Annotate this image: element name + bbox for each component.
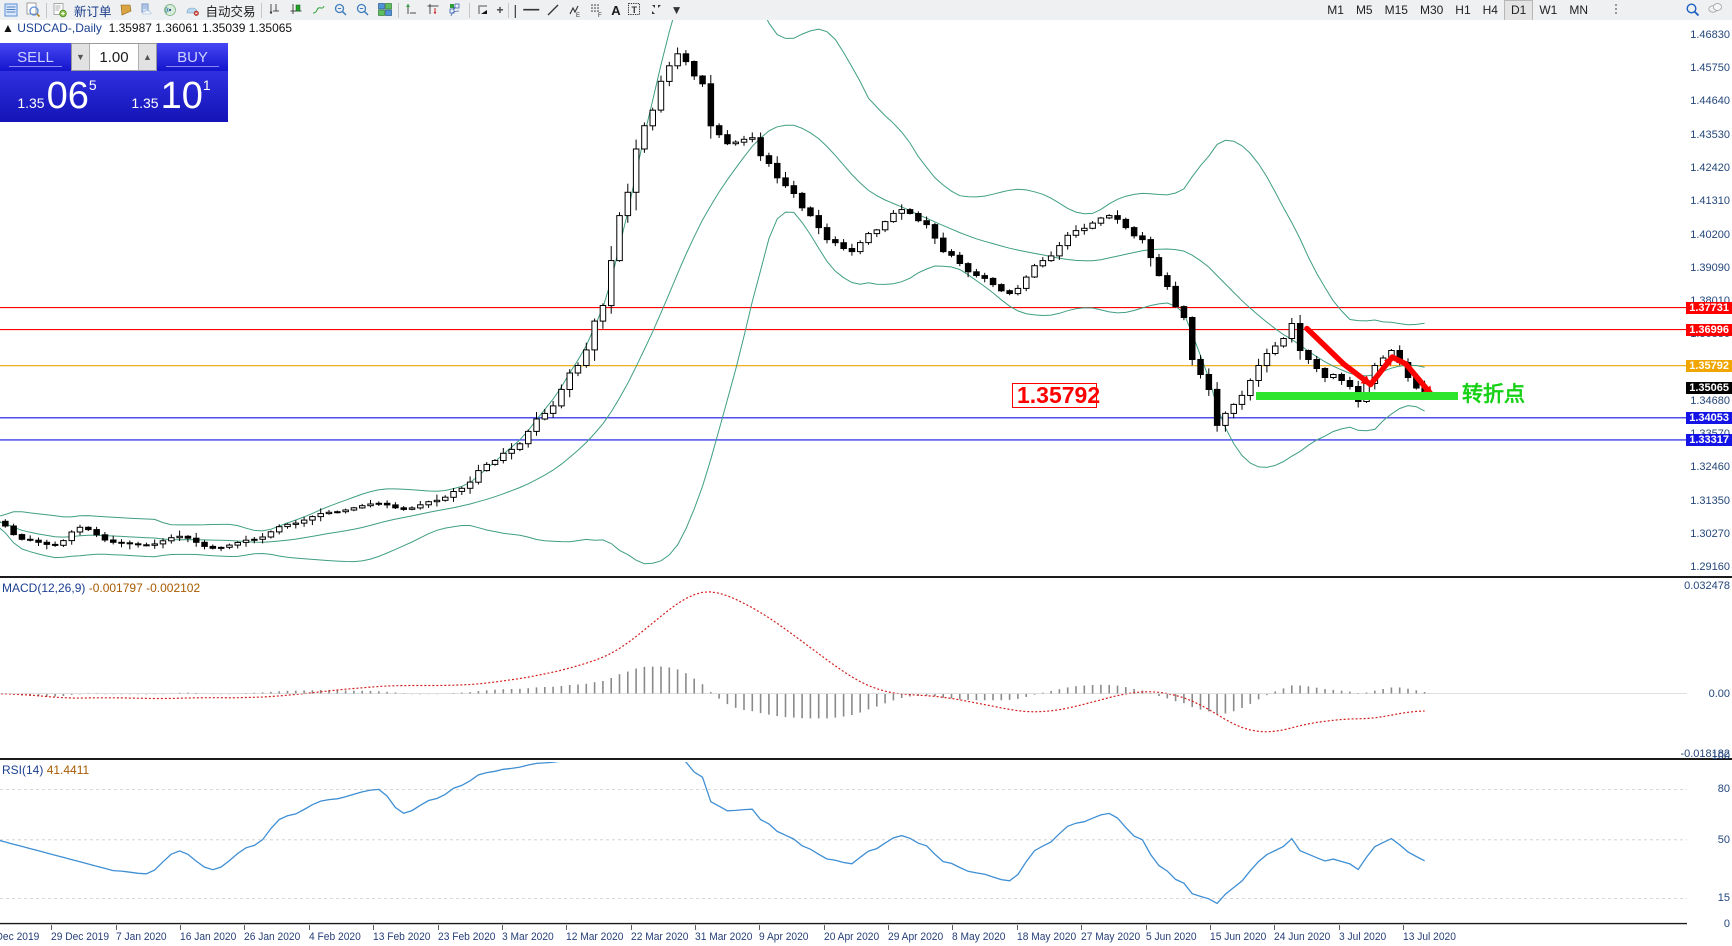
svg-text:F: F xyxy=(598,13,602,18)
svg-text:E: E xyxy=(576,13,580,18)
svg-text:T: T xyxy=(631,5,637,15)
